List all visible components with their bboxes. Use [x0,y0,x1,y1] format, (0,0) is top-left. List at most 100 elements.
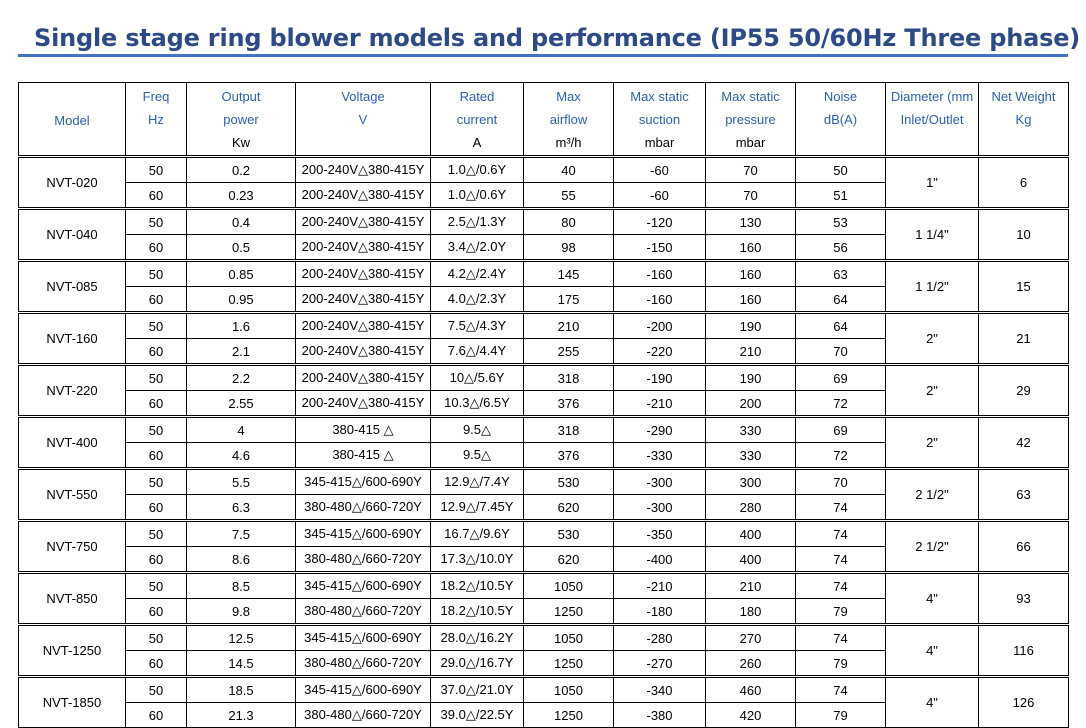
data-cell: 60 [125,598,187,625]
header-line: Diameter (mm [890,89,974,104]
data-cell: 318 [523,415,614,443]
data-cell: 72 [795,442,886,469]
data-cell: 70 [705,182,796,209]
diameter-cell: 1 1/2" [885,259,979,313]
data-cell: 98 [523,234,614,261]
header-line: Output [221,89,261,104]
header-line: mbar [644,135,675,150]
data-cell: 345-415△/600-690Y [295,623,431,651]
data-cell: -60 [613,155,706,183]
model-cell: NVT-850 [18,571,126,625]
column-header: Output power Kw [186,82,296,157]
data-cell: 400 [705,546,796,573]
data-cell: 7.6△/4.4Y [430,338,524,365]
diameter-cell: 2 1/2" [885,519,979,573]
data-cell: -220 [613,338,706,365]
data-cell: 620 [523,546,614,573]
data-cell: -340 [613,675,706,703]
weight-cell: 10 [978,207,1069,261]
data-cell: 1.0△/0.6Y [430,182,524,209]
data-cell: 380-480△/660-720Y [295,494,431,521]
data-cell: -150 [613,234,706,261]
data-cell: 50 [125,311,187,339]
data-cell: 39.0△/22.5Y [430,702,524,728]
data-cell: 200-240V△380-415Y [295,390,431,417]
data-cell: 0.5 [186,234,296,261]
data-cell: 345-415△/600-690Y [295,467,431,495]
data-cell: 8.5 [186,571,296,599]
column-header: Noise dB(A) [795,82,886,157]
data-cell: 7.5△/4.3Y [430,311,524,339]
weight-cell: 42 [978,415,1069,469]
data-cell: 12.9△/7.45Y [430,494,524,521]
data-cell: 330 [705,442,796,469]
data-cell: 200-240V△380-415Y [295,155,431,183]
data-cell: 4.6 [186,442,296,469]
data-row: 60 6.3 380-480△/660-720Y 12.9△/7.45Y 620 -300… [19,494,1069,521]
data-cell: 0.23 [186,182,296,209]
diameter-cell: 1 1/4" [885,207,979,261]
data-cell: 145 [523,259,614,287]
data-cell: 79 [795,702,886,728]
data-cell: 1050 [523,571,614,599]
data-cell: 18.2△/10.5Y [430,598,524,625]
title-rule [18,54,1068,57]
weight-cell: 21 [978,311,1069,365]
data-cell: 70 [795,338,886,365]
model-cell: NVT-1250 [18,623,126,677]
data-cell: -160 [613,286,706,313]
data-cell: 1050 [523,623,614,651]
data-row: 60 4.6 380-415 △ 9.5△ 376 -330 330 72 [19,442,1069,469]
header-row: Model Freq Hz Output power Kw Voltage V Rated cur… [18,82,1069,157]
data-cell: 60 [125,286,187,313]
data-cell: 380-415 △ [295,415,431,443]
data-cell: 200-240V△380-415Y [295,207,431,235]
header-line: mbar [735,135,766,150]
data-cell: 21.3 [186,702,296,728]
data-cell: 200-240V△380-415Y [295,259,431,287]
model-cell: NVT-020 [18,155,126,209]
model-cell: NVT-160 [18,311,126,365]
data-cell: 60 [125,338,187,365]
data-cell: -190 [613,363,706,391]
header-line: Max static [721,89,780,104]
data-row: NVT-020 50 0.2 200-240V△380-415Y 1.0△/0.6Y 40… [18,155,1069,209]
data-cell: 74 [795,571,886,599]
data-cell: 380-480△/660-720Y [295,702,431,728]
data-cell: 200-240V△380-415Y [295,363,431,391]
data-cell: 64 [795,286,886,313]
data-cell: 51 [795,182,886,209]
data-cell: 56 [795,234,886,261]
data-cell: 14.5 [186,650,296,677]
data-cell: 53 [795,207,886,235]
data-row: NVT-1250 50 12.5 345-415△/600-690Y 28.0△/16.… [18,623,1069,677]
data-cell: 380-415 △ [295,442,431,469]
data-cell: 50 [125,519,187,547]
column-header: Diameter (mm Inlet/Outlet [885,82,979,157]
data-cell: 74 [795,675,886,703]
data-cell: -300 [613,494,706,521]
header-line: suction [638,112,681,127]
data-cell: 1250 [523,650,614,677]
data-cell: -330 [613,442,706,469]
data-cell: 72 [795,390,886,417]
data-cell: 380-480△/660-720Y [295,598,431,625]
data-row: 60 0.5 200-240V△380-415Y 3.4△/2.0Y 98 -150 160… [19,234,1069,261]
data-row: 60 8.6 380-480△/660-720Y 17.3△/10.0Y 620 -400… [19,546,1069,573]
data-cell: 60 [125,234,187,261]
data-cell: 60 [125,494,187,521]
data-cell: 2.2 [186,363,296,391]
data-cell: 376 [523,390,614,417]
data-cell: 40 [523,155,614,183]
data-cell: 260 [705,650,796,677]
data-cell: 2.55 [186,390,296,417]
data-cell: -300 [613,467,706,495]
data-cell: -180 [613,598,706,625]
model-cell: NVT-400 [18,415,126,469]
data-cell: -160 [613,259,706,287]
column-header: Rated current A [430,82,524,157]
weight-cell: 66 [978,519,1069,573]
column-header: Net Weight Kg [978,82,1069,157]
data-cell: 69 [795,415,886,443]
data-cell: 160 [705,259,796,287]
